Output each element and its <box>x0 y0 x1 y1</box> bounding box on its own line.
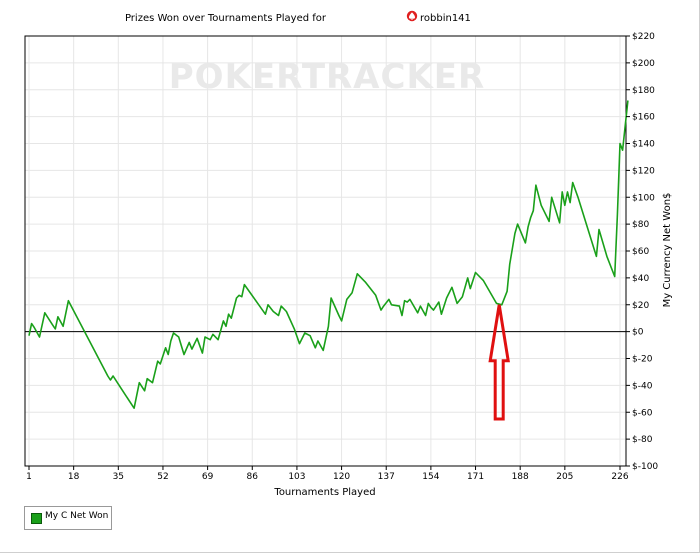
y-axis: $220 $200 $180 $160 $140 $120 $100 $80 $60 $40 $20… <box>626 32 658 472</box>
arrow-shape <box>488 304 510 421</box>
y-axis-label: My Currency Net Won$ <box>662 193 673 308</box>
y-tick-label: $20 <box>632 301 649 311</box>
x-tick-label: 35 <box>113 472 124 482</box>
x-tick-label: 86 <box>247 472 259 482</box>
y-tick-label: $-80 <box>632 435 653 445</box>
player-name: robbin141 <box>420 13 471 24</box>
x-tick-label: 137 <box>378 472 395 482</box>
x-tick-label: 52 <box>157 472 168 482</box>
x-tick-label: 226 <box>611 472 628 482</box>
x-tick-label: 103 <box>288 472 305 482</box>
y-tick-label: $140 <box>632 140 655 150</box>
x-tick-label: 171 <box>467 472 484 482</box>
series-polyline <box>28 100 629 410</box>
x-tick-label: 205 <box>556 472 573 482</box>
y-tick-label: $80 <box>632 220 649 230</box>
y-tick-label: $180 <box>632 86 655 96</box>
watermark: POKERTRACKER <box>169 57 485 97</box>
x-tick-label: 69 <box>202 472 214 482</box>
y-tick-label: $60 <box>632 247 649 257</box>
x-tick-label: 120 <box>333 472 350 482</box>
x-tick-label: 18 <box>68 472 80 482</box>
x-tick-label: 1 <box>26 472 32 482</box>
y-tick-label: $200 <box>632 59 655 69</box>
y-tick-label: $-20 <box>632 355 653 365</box>
y-tick-label: $0 <box>632 328 644 338</box>
y-tick-label: $-100 <box>632 462 658 472</box>
x-tick-label: 154 <box>422 472 439 482</box>
y-tick-label: $120 <box>632 166 655 176</box>
y-tick-label: $220 <box>632 32 655 42</box>
y-tick-label: $40 <box>632 274 649 284</box>
spade-icon <box>406 10 418 22</box>
y-tick-label: $-40 <box>632 381 653 391</box>
legend-swatch <box>31 513 42 524</box>
x-tick-label: 188 <box>512 472 529 482</box>
y-tick-label: $100 <box>632 193 655 203</box>
grid-lines <box>25 35 626 467</box>
x-axis-label: Tournaments Played <box>273 487 375 498</box>
legend-label: My C Net Won <box>45 511 109 521</box>
arrow-annotation <box>488 304 510 421</box>
y-tick-label: $-60 <box>632 408 653 418</box>
series-line <box>28 100 629 410</box>
x-axis: 1 18 35 52 69 86 103 120 137 154 171 188 205 226 <box>26 466 629 482</box>
y-tick-label: $160 <box>632 113 655 123</box>
legend: My C Net Won <box>24 506 112 530</box>
chart-title: Prizes Won over Tournaments Played for <box>125 13 327 24</box>
